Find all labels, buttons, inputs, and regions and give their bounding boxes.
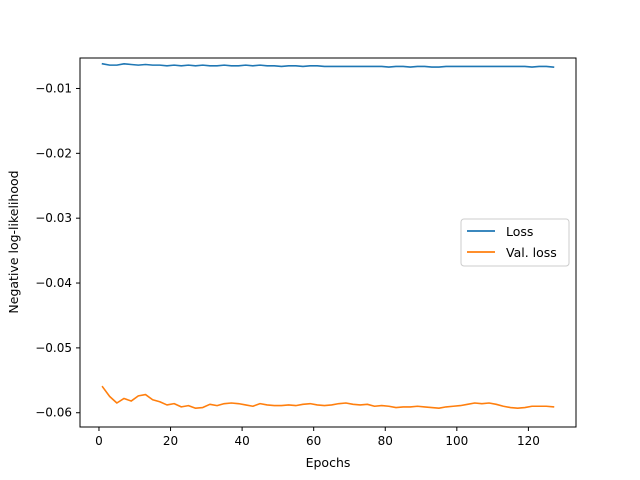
y-tick-label: −0.02: [35, 146, 72, 160]
series-line-loss: [101, 62, 555, 68]
x-axis: 0 20 40 60 80 100 120: [95, 427, 540, 448]
x-tick-label: 80: [378, 434, 393, 448]
x-tick-label: 120: [517, 434, 540, 448]
legend: Loss Val. loss: [460, 218, 570, 267]
y-tick-label: −0.06: [35, 406, 72, 420]
x-tick-label: 60: [306, 434, 321, 448]
x-tick-label: 20: [163, 434, 178, 448]
y-tick-label: −0.05: [35, 341, 72, 355]
y-tick-label: −0.04: [35, 276, 72, 290]
y-axis-label: Negative log-likelihood: [6, 170, 21, 313]
y-tick-label: −0.01: [35, 81, 72, 95]
plot-frame: [79, 57, 577, 428]
x-tick-label: 100: [445, 434, 468, 448]
x-axis-label: Epochs: [306, 455, 351, 470]
y-tick-label: −0.03: [35, 211, 72, 225]
x-tick-label: 40: [234, 434, 249, 448]
plot-area: [79, 57, 577, 428]
series-layer: [101, 62, 555, 409]
legend-label-val-loss: Val. loss: [506, 245, 557, 260]
x-tick-label: 0: [95, 434, 103, 448]
series-line-val-loss: [101, 385, 555, 409]
legend-label-loss: Loss: [506, 224, 533, 239]
y-axis: −0.01 −0.02 −0.03 −0.04 −0.05 −0.06: [35, 81, 80, 420]
